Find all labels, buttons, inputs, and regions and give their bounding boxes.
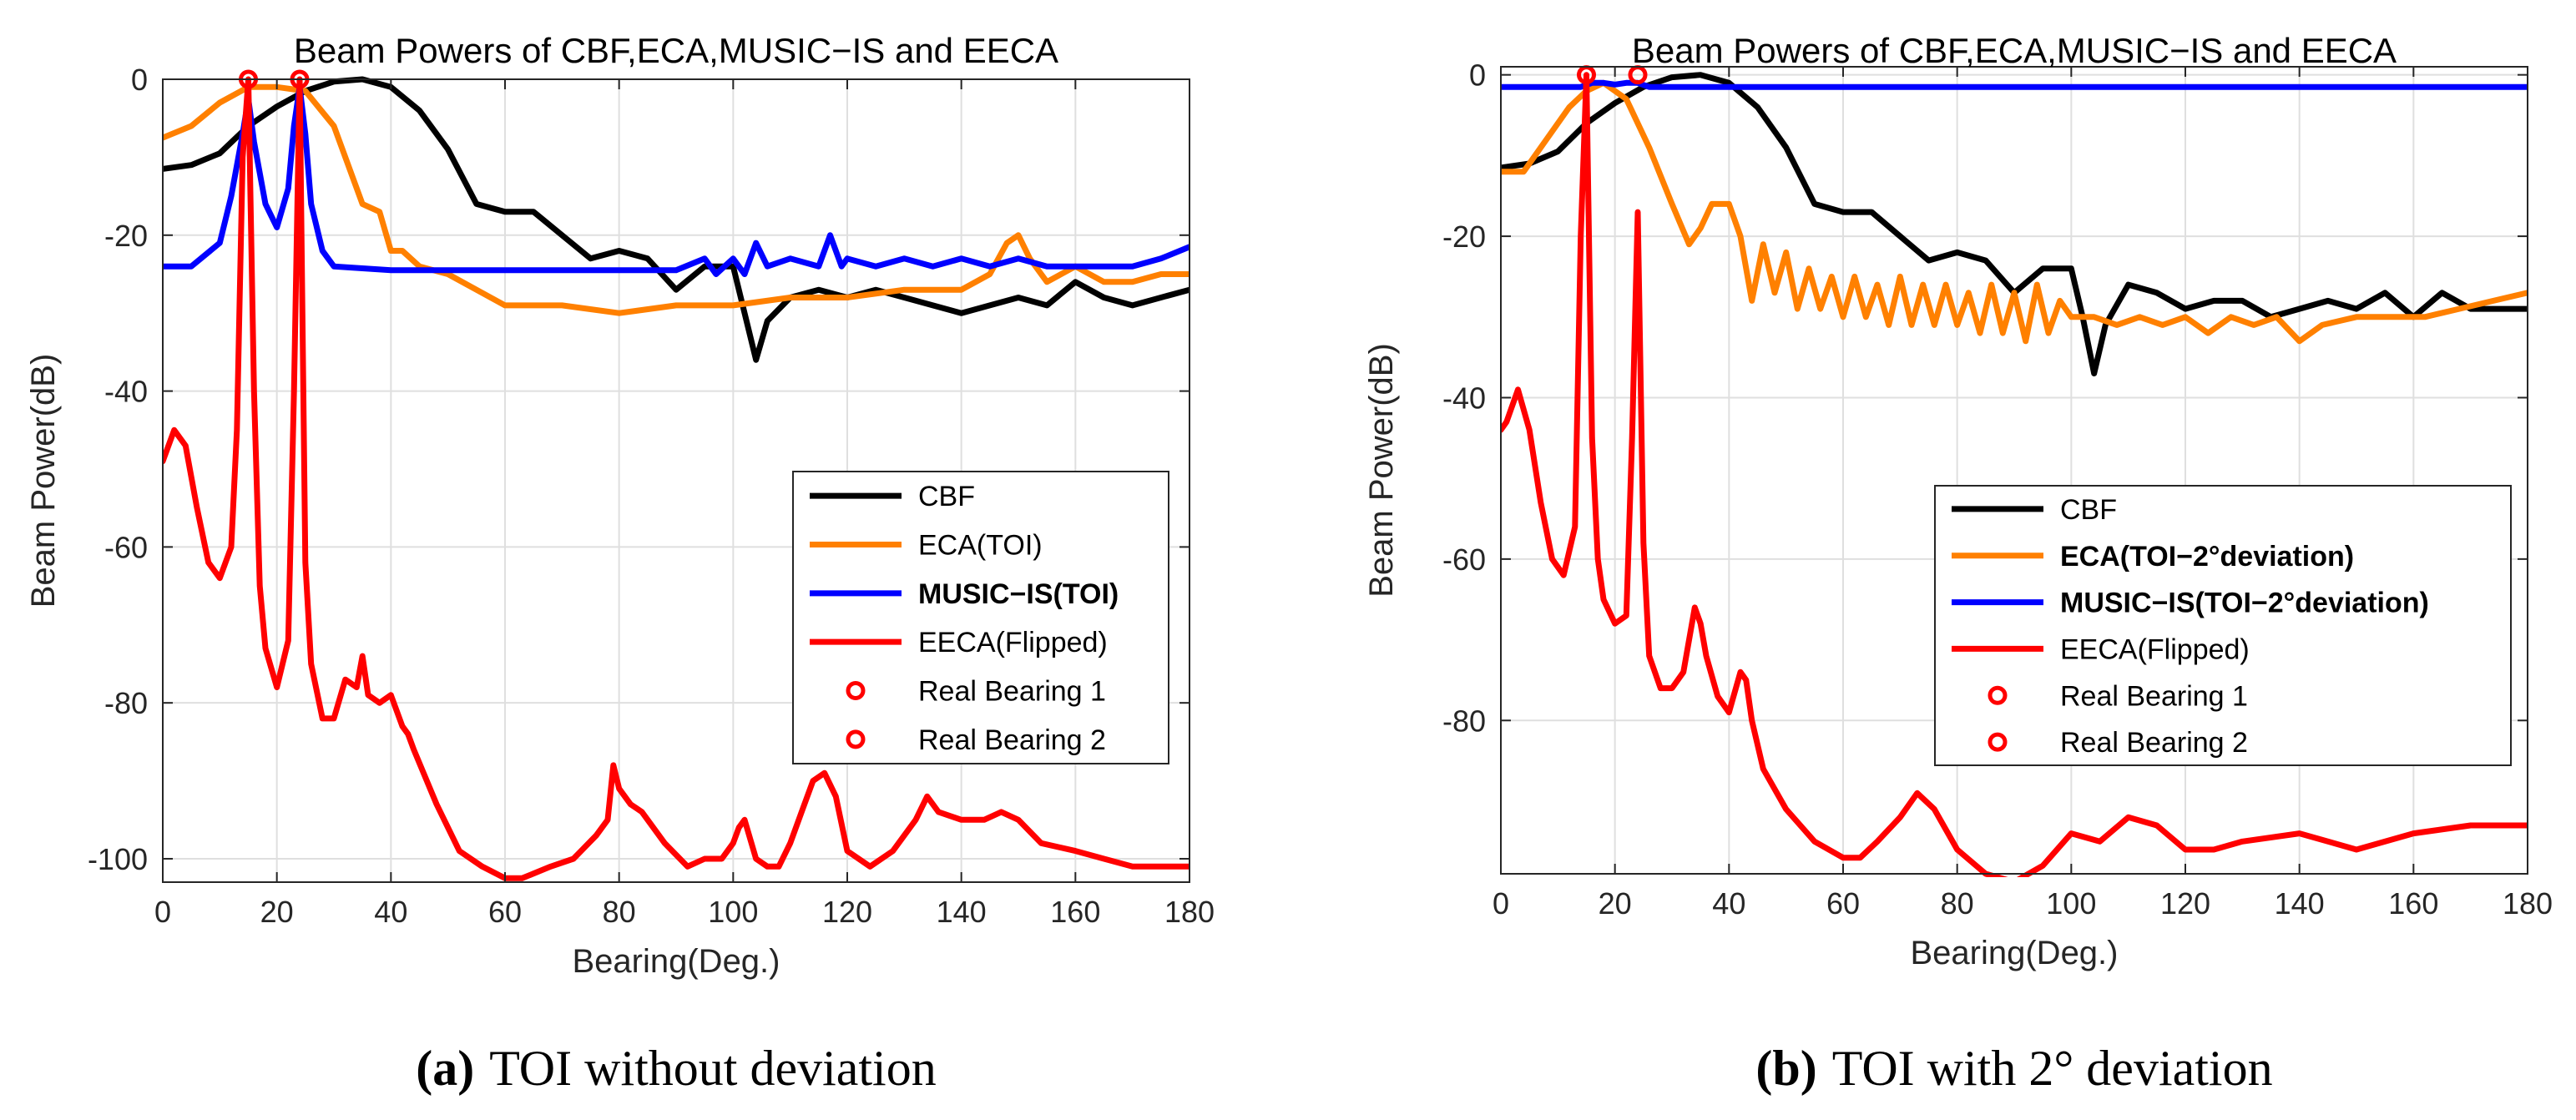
legend: CBF ECA(TOI−2°deviation) MUSIC−IS(TOI−2°de… [1934,485,2512,766]
chart-panel-a: 0 20 40 60 80 100 120 140 160 180 0 -20 -40 -60 -80 -10… [25,31,1215,1096]
caption: (b) TOI with 2° deviation [1755,1041,2272,1096]
legend-box [792,471,1169,764]
x-tick-label: 180 [1164,895,1215,929]
legend-label-music-is-toi-2-deviation-: MUSIC−IS(TOI−2°deviation) [2060,588,2429,619]
caption-label: (b) [1755,1041,1816,1096]
x-tick-label: 80 [603,895,636,929]
x-tick-label: 0 [1493,886,1509,921]
chart-panel-b: 0 20 40 60 80 100 120 140 160 180 0 -20 -40 -60 -80 Bea… [1363,31,2553,1096]
x-tick-label: 120 [2160,886,2210,921]
y-axis-label: Beam Power(dB) [25,354,62,608]
legend-label-real-bearing-2: Real Bearing 2 [2060,727,2248,759]
x-tick-label: 140 [937,895,987,929]
x-axis-label: Bearing(Deg.) [572,943,780,980]
x-tick-label: 40 [1712,886,1745,921]
legend-label-eeca-flipped-: EECA(Flipped) [2060,633,2250,665]
caption-text: TOI with 2° deviation [1832,1041,2273,1096]
legend-label-eca-toi-2-deviation-: ECA(TOI−2°deviation) [2060,541,2354,573]
x-tick-label: 40 [374,895,407,929]
legend-marker-real-bearing-2 [846,729,866,749]
series-line-cbf [163,76,1190,363]
series-line-eca-toi-2-deviation- [1501,79,2528,345]
x-tick-label: 20 [1599,886,1632,921]
legend-label-music-is-toi-: MUSIC−IS(TOI) [918,578,1119,610]
x-tick-label: 80 [1941,886,1974,921]
legend-label-eeca-flipped-: EECA(Flipped) [918,627,1108,658]
legend-marker-real-bearing-1 [1988,685,2008,705]
y-tick-label: -40 [1442,381,1486,415]
series-line-eca-toi- [163,83,1190,316]
y-tick-label: -40 [104,375,148,409]
y-tick-label: -80 [104,686,148,720]
legend-marker-real-bearing-2 [1988,732,2008,752]
ticks [1500,67,2528,874]
x-tick-label: 60 [1826,886,1860,921]
legend-label-eca-toi-: ECA(TOI) [918,530,1043,562]
y-tick-label: -20 [104,219,148,253]
x-tick-label: 160 [1050,895,1100,929]
series-line-music-is-toi- [163,83,1190,277]
legend-box [1934,485,2512,766]
y-tick-label: 0 [131,63,148,97]
x-tick-label: 140 [2275,886,2325,921]
legend-marker-real-bearing-1 [846,681,866,700]
caption-text: TOI without deviation [489,1041,937,1096]
legend-label-real-bearing-1: Real Bearing 1 [2060,680,2248,712]
x-tick-label: 60 [488,895,522,929]
x-tick-label: 160 [2388,886,2438,921]
axes-box [162,78,1190,883]
legend: CBF ECA(TOI) MUSIC−IS(TOI) EECA(Flipped) Rea… [792,471,1169,764]
series-group [163,76,1190,881]
legend-label-real-bearing-2: Real Bearing 2 [918,724,1106,756]
series-line-eeca-flipped- [163,76,1190,881]
ticks [162,78,1190,882]
x-axis-label: Bearing(Deg.) [1910,935,2118,971]
y-tick-label: -80 [1442,704,1486,738]
chart-title: Beam Powers of CBF,ECA,MUSIC−IS and EECA [1632,31,2397,70]
y-tick-label: -60 [104,530,148,564]
legend-label-cbf: CBF [2060,494,2117,526]
x-tick-label: 120 [822,895,872,929]
legend-label-cbf: CBF [918,481,975,512]
y-tick-label: -100 [88,842,148,876]
series-line-cbf [1501,72,2528,376]
axes-box [1500,66,2528,875]
chart-title: Beam Powers of CBF,ECA,MUSIC−IS and EECA [294,31,1058,70]
x-tick-label: 180 [2503,886,2553,921]
series-line-eeca-flipped- [1501,72,2528,877]
x-tick-label: 100 [708,895,758,929]
legend-label-real-bearing-1: Real Bearing 1 [918,676,1106,708]
y-axis-label: Beam Power(dB) [1363,343,1400,598]
y-tick-label: -60 [1442,542,1486,577]
caption-label: (a) [416,1041,474,1096]
x-tick-label: 100 [2046,886,2096,921]
x-tick-label: 20 [260,895,294,929]
y-tick-label: 0 [1469,58,1486,93]
x-tick-label: 0 [154,895,171,929]
y-tick-label: -20 [1442,219,1486,254]
caption: (a) TOI without deviation [416,1041,936,1096]
